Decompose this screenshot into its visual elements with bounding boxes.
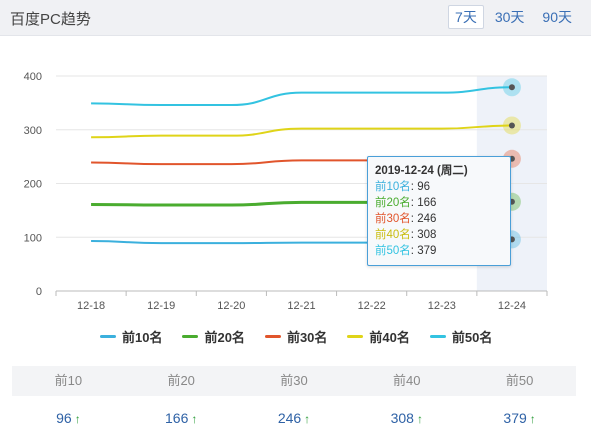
legend-item-top40[interactable]: 前40名	[347, 327, 410, 346]
x-tick-label: 12-21	[287, 300, 315, 312]
legend-swatch	[182, 335, 199, 338]
summary-value: 379	[503, 410, 527, 426]
legend-item-top50[interactable]: 前50名	[429, 327, 493, 346]
y-tick-label: 100	[24, 232, 42, 244]
summary-value-top40: 308 ↑	[350, 404, 463, 432]
legend-swatch	[429, 335, 446, 338]
y-tick-label: 0	[36, 286, 42, 298]
up-arrow-icon: ↑	[529, 412, 536, 426]
summary-value: 308	[390, 410, 414, 426]
summary-header-top10: 前10	[54, 373, 83, 388]
summary-value-top20: 166 ↑	[125, 404, 238, 432]
legend-swatch	[100, 335, 116, 338]
chart-tooltip: 2019-12-24 (周二) 前10名: 96 前20名: 166 前30名:…	[367, 156, 511, 266]
tooltip-row-label: 前20名	[375, 197, 411, 209]
summary-header-top30: 前30	[280, 373, 308, 388]
range-tab-7d[interactable]: 7天	[448, 5, 484, 29]
x-tick-label: 12-22	[358, 300, 386, 312]
legend-swatch	[347, 335, 364, 338]
legend-item-top10[interactable]: 前10名	[100, 327, 162, 346]
summary-value-top50: 379 ↑	[463, 404, 576, 432]
up-arrow-icon: ↑	[416, 412, 423, 426]
tooltip-title: 2019-12-24 (周二)	[375, 165, 468, 177]
series-point	[508, 84, 515, 91]
legend-label: 前40名	[369, 330, 410, 345]
legend-swatch	[264, 335, 281, 338]
summary-value: 166	[165, 410, 189, 426]
summary-value: 96	[56, 410, 72, 426]
summary-header-top20: 前20	[167, 373, 195, 388]
summary-value-top30: 246 ↑	[238, 404, 351, 432]
x-tick-label: 12-19	[147, 300, 175, 312]
y-tick-label: 400	[24, 71, 42, 83]
legend-label: 前50名	[451, 330, 493, 345]
panel-header: 百度PC趋势 7天 30天 90天	[0, 0, 591, 36]
legend-item-top30[interactable]: 前30名	[264, 327, 328, 346]
tooltip-row-value: 246	[417, 213, 437, 225]
up-arrow-icon: ↑	[304, 412, 311, 426]
summary-value-top10: 96 ↑	[12, 404, 125, 432]
legend-label: 前30名	[286, 330, 328, 345]
tooltip-row-label: 前10名	[375, 181, 411, 193]
tooltip-row-value: 308	[417, 229, 437, 241]
tooltip-row-value: 379	[417, 245, 437, 257]
summary-header-row: 前10 前20 前30 前40 前50	[12, 366, 576, 396]
summary-header-top50: 前50	[505, 373, 534, 388]
x-tick-label: 12-24	[498, 300, 526, 312]
panel-title: 百度PC趋势	[10, 11, 91, 28]
x-tick-label: 12-23	[428, 300, 456, 312]
tooltip-row: 前50名: 379	[375, 245, 437, 257]
chart-legend: 前10名 前20名 前30名 前40名 前50名	[100, 327, 492, 346]
tooltip-row: 前10名: 96	[375, 181, 430, 193]
tooltip-row-value: 96	[417, 181, 430, 193]
x-tick-label: 12-18	[77, 300, 105, 312]
summary-value: 246	[277, 410, 302, 426]
x-tick-label: 12-20	[217, 300, 245, 312]
series-point	[508, 122, 515, 129]
series-line	[91, 86, 512, 107]
up-arrow-icon: ↑	[191, 412, 198, 426]
y-tick-label: 300	[24, 125, 42, 137]
summary-values-row: 96 ↑ 166 ↑ 246 ↑ 308 ↑ 379 ↑	[12, 404, 576, 432]
legend-label: 前10名	[122, 330, 163, 345]
tooltip-row-value: 166	[417, 197, 437, 209]
tooltip-row: 前40名: 308	[375, 229, 437, 241]
tooltip-row-label: 前30名	[375, 213, 411, 225]
range-tab-30d[interactable]: 30天	[494, 9, 525, 25]
series-line	[91, 124, 512, 139]
tooltip-row: 前30名: 246	[375, 213, 437, 225]
tooltip-row-label: 前50名	[375, 245, 411, 257]
legend-item-top20[interactable]: 前20名	[182, 327, 245, 346]
up-arrow-icon: ↑	[74, 412, 81, 426]
range-tab-90d[interactable]: 90天	[542, 9, 572, 25]
legend-label: 前20名	[204, 330, 245, 345]
range-tabs: 7天 30天 90天	[448, 5, 579, 29]
tooltip-row: 前20名: 166	[375, 197, 437, 209]
y-tick-label: 200	[24, 179, 42, 191]
tooltip-row-label: 前40名	[375, 229, 411, 241]
summary-header-top40: 前40	[393, 373, 421, 388]
